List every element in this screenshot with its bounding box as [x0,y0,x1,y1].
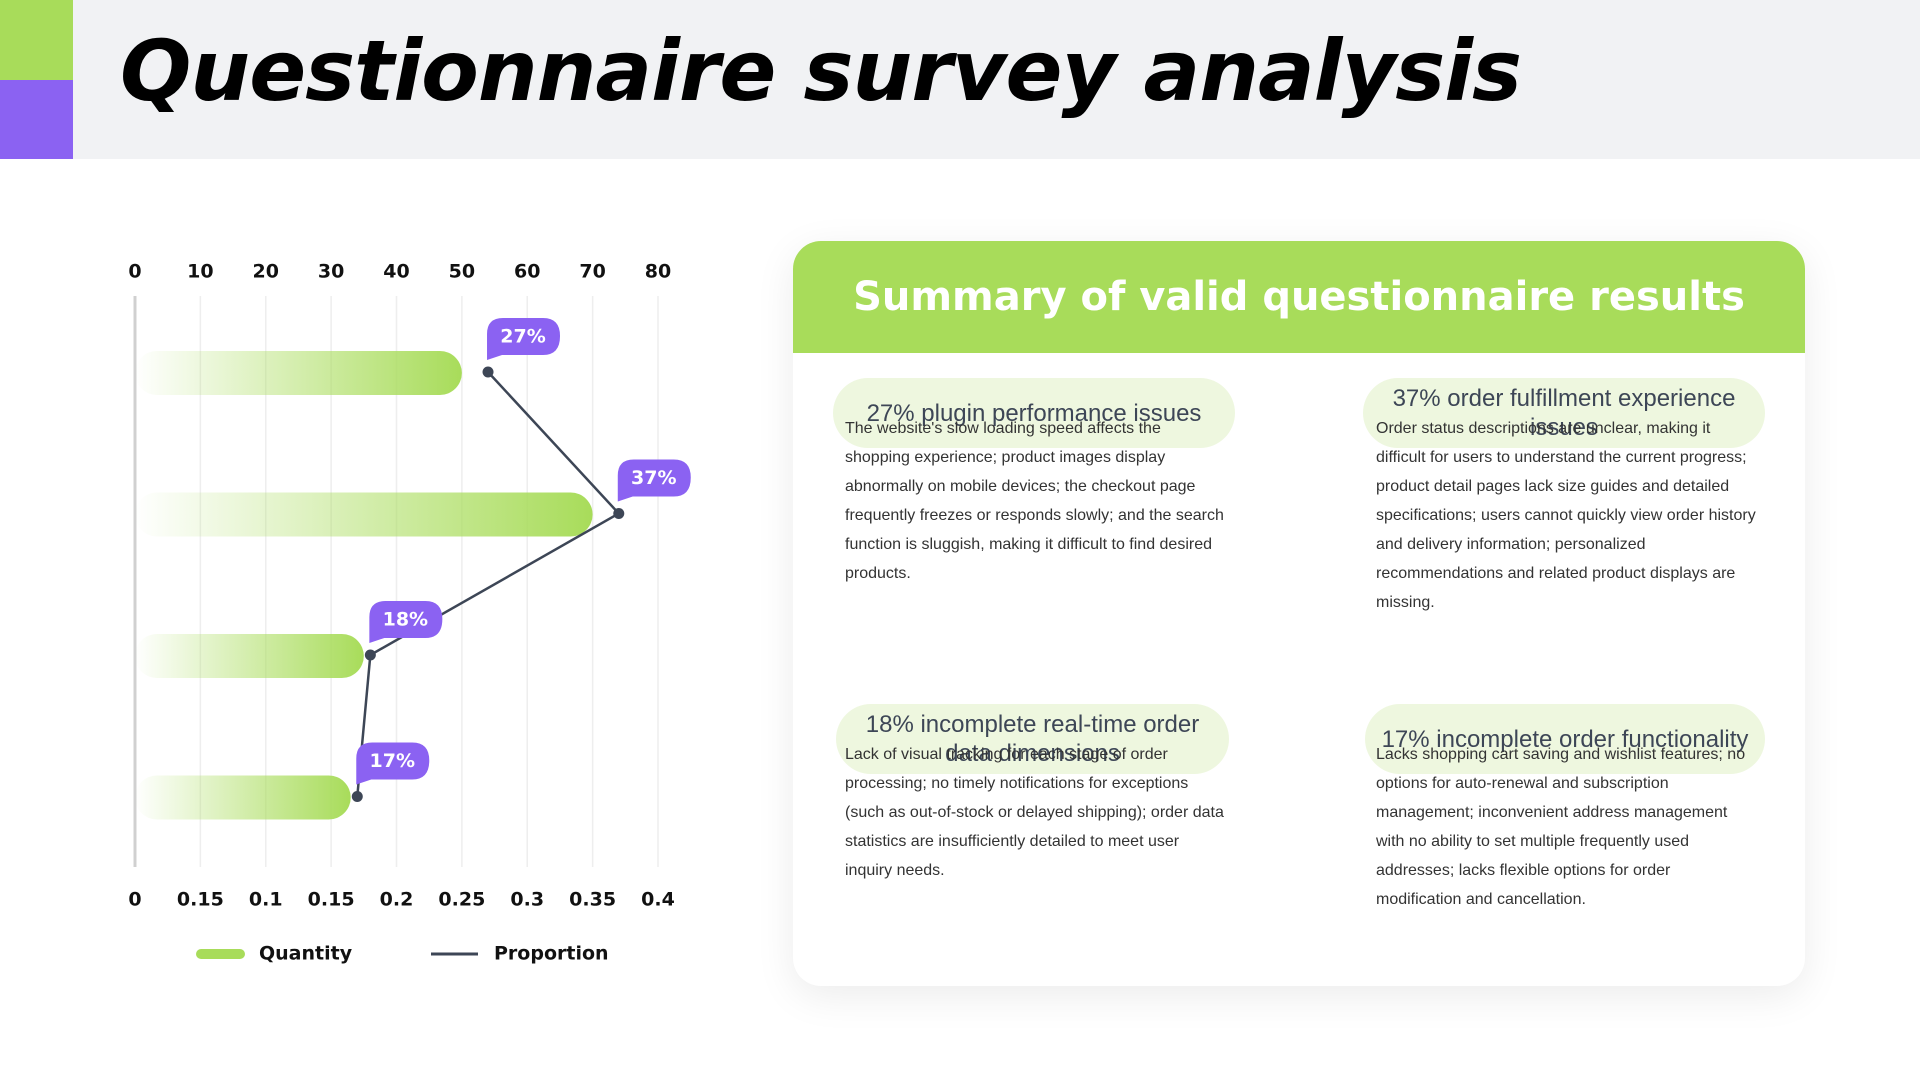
value-label: 27% [500,326,545,348]
bar [135,775,351,820]
proportion-line [356,371,621,797]
item-heading: 17% incomplete order functionality [1365,704,1765,774]
item-heading: 37% order fulfillment experience issues [1363,378,1765,448]
x-tick-label: 20 [253,261,279,283]
x-tick-label: 70 [579,261,605,283]
x2-tick-label: 0.3 [510,889,544,911]
label-bubble [487,318,561,360]
x2-tick-label: 0.1 [249,889,283,911]
point [364,649,376,661]
point [482,366,494,378]
bar [135,351,462,395]
summary-card: Summary of valid questionnaire results 2… [793,241,1805,986]
item-body: Lack of visual tracking for each stage o… [845,746,1224,879]
label-bubble [617,459,691,502]
legend-label: Quantity [259,943,353,965]
x2-tick-label: 0.4 [641,889,675,911]
item-body: The website's slow loading speed affects… [845,420,1224,582]
x-tick-label: 80 [645,261,671,283]
label-bubble [369,601,443,643]
x-tick-label: 50 [449,261,475,283]
point [351,791,363,802]
legend-swatch [196,949,245,959]
bar [135,634,364,678]
x-tick-label: 10 [187,261,213,283]
value-label: 17% [370,750,415,772]
x2-tick-label: 0.15 [308,889,355,911]
item-body: Lacks shopping cart saving and wishlist … [1376,746,1746,908]
summary-title: Summary of valid questionnaire results [793,241,1805,353]
x2-tick-label: 0.25 [438,889,485,911]
point [613,508,625,519]
value-label: 37% [631,467,676,489]
accent-purple [0,80,73,159]
accent-green [0,0,73,80]
x-tick-label: 40 [383,261,409,283]
x2-tick-label: 0.15 [177,889,224,911]
x-tick-label: 60 [514,261,540,283]
x-tick-label: 0 [128,261,141,283]
x-tick-label: 30 [318,261,344,283]
value-label: 18% [383,609,428,631]
item-heading: 18% incomplete real-time order data dime… [836,704,1229,774]
chart: 0 10 20 30 40 50 60 70 80 0 0.15 0.1 0.15 0.2 0.25 0.3 0… [128,261,691,965]
legend-label: Proportion [494,943,609,965]
x2-tick-label: 0.2 [380,889,414,911]
header-band [0,0,1920,159]
bar [135,492,593,537]
page-title: Questionnaire survey analysis [120,22,1522,120]
x2-tick-label: 0.35 [569,889,616,911]
x2-tick-label: 0 [128,889,141,911]
item-heading: 27% plugin performance issues [833,378,1235,448]
label-bubble [356,742,430,785]
item-body: Order status descriptions are unclear, m… [1376,420,1756,611]
